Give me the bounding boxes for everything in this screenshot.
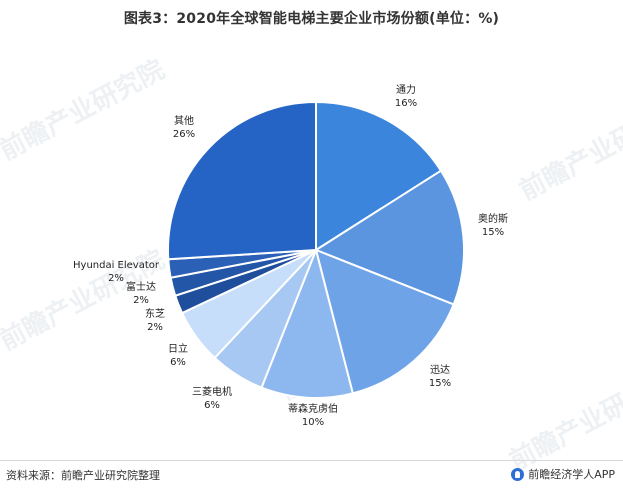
slice-name-label: 日立: [168, 342, 188, 355]
slice-value-label: 6%: [204, 400, 220, 411]
footer-brand-label: 前瞻经济学人APP: [528, 468, 615, 481]
pie-slice: [314, 248, 455, 395]
slice-name-label: 蒂森克虏伯: [288, 402, 338, 415]
slice-value-label: 6%: [170, 357, 186, 368]
slice-value-label: 2%: [147, 322, 163, 333]
slice-name-label: 通力: [396, 83, 416, 96]
pie-slice: [260, 246, 355, 400]
pie-slice: [315, 100, 443, 252]
slice-value-label: 15%: [429, 378, 451, 389]
footer-source: 资料来源：前瞻产业研究院整理: [6, 469, 160, 482]
slice-name-label: 迅达: [430, 364, 450, 376]
pie-chart: 通力16%奥的斯15%迅达15%蒂森克虏伯10%三菱电机6%日立6%东芝2%富士…: [73, 83, 508, 428]
chart-title: 图表3：2020年全球智能电梯主要企业市场份额(单位：%): [123, 11, 500, 27]
slice-value-label: 10%: [302, 417, 324, 428]
slice-value-label: 2%: [133, 295, 149, 306]
brand-logo-icon: [511, 467, 525, 481]
slice-name-label: 东芝: [145, 307, 165, 320]
slice-name-label: 富士达: [126, 280, 156, 293]
slice-name-label: 其他: [174, 114, 194, 127]
slice-name-label: 奥的斯: [478, 212, 508, 225]
pie-slice: [167, 100, 317, 261]
footer-divider: [0, 460, 623, 461]
footer-brand: 前瞻经济学人APP: [511, 466, 615, 482]
slice-name-label: Hyundai Elevator: [73, 260, 160, 271]
slice-value-label: 15%: [482, 227, 504, 238]
slice-value-label: 2%: [108, 273, 124, 284]
pie-slice: [313, 169, 465, 306]
slice-value-label: 16%: [395, 98, 417, 109]
slice-value-label: 26%: [173, 129, 195, 140]
slice-name-label: 三菱电机: [192, 385, 232, 398]
